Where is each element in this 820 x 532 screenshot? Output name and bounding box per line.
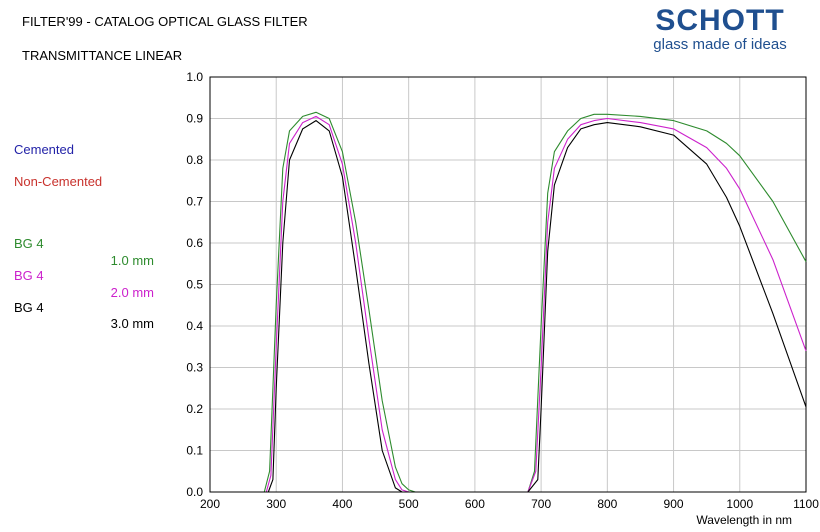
legend-item-name: BG 4 — [14, 268, 44, 283]
x-tick-label: 700 — [531, 497, 551, 511]
y-tick-label: 0.5 — [186, 278, 203, 292]
schott-logo: SCHOTT glass made of ideas — [636, 4, 804, 53]
legend-item-thickness: 2.0 mm — [110, 285, 154, 300]
y-tick-label: 0.1 — [186, 444, 203, 458]
x-tick-label: 1100 — [793, 497, 819, 511]
y-tick-label: 0.4 — [186, 319, 203, 333]
x-tick-label: 300 — [266, 497, 286, 511]
chart-title: FILTER'99 - CATALOG OPTICAL GLASS FILTER — [22, 14, 308, 29]
legend-item-name: BG 4 — [14, 300, 44, 315]
tick-labels: 200 300 400 500 600 700 800 900 1000 1100 0.0 0.1 0.… — [186, 70, 819, 511]
y-tick-label: 0.8 — [186, 153, 203, 167]
y-tick-label: 0.2 — [186, 402, 203, 416]
x-axis-label: Wavelength in nm — [696, 513, 792, 527]
brand-tagline: glass made of ideas — [653, 36, 787, 53]
chart-subtitle: TRANSMITTANCE LINEAR — [22, 48, 183, 63]
y-tick-label: 0.0 — [186, 485, 203, 499]
y-tick-label: 0.9 — [186, 112, 203, 126]
legend-item-thickness: 3.0 mm — [110, 316, 154, 331]
x-tick-label: 400 — [332, 497, 352, 511]
y-tick-label: 0.6 — [186, 236, 203, 250]
legend-item-thickness: 1.0 mm — [110, 253, 154, 268]
brand-logo-text: SCHOTT — [655, 4, 785, 37]
series-lines — [210, 111, 807, 493]
x-tick-label: 1000 — [726, 497, 753, 511]
y-tick-label: 1.0 — [186, 70, 203, 84]
y-tick-label: 0.7 — [186, 195, 203, 209]
legend-cemented: Cemented — [14, 142, 74, 157]
legend-non-cemented: Non-Cemented — [14, 174, 103, 189]
grid — [210, 77, 806, 492]
x-tick-label: 600 — [465, 497, 485, 511]
x-tick-label: 200 — [200, 497, 220, 511]
x-tick-label: 900 — [664, 497, 684, 511]
series-line — [210, 120, 807, 493]
legend-item-name: BG 4 — [14, 236, 44, 251]
series-line — [210, 111, 807, 493]
x-tick-label: 500 — [399, 497, 419, 511]
x-tick-label: 800 — [597, 497, 617, 511]
y-tick-label: 0.3 — [186, 361, 203, 375]
series-line — [210, 115, 807, 493]
